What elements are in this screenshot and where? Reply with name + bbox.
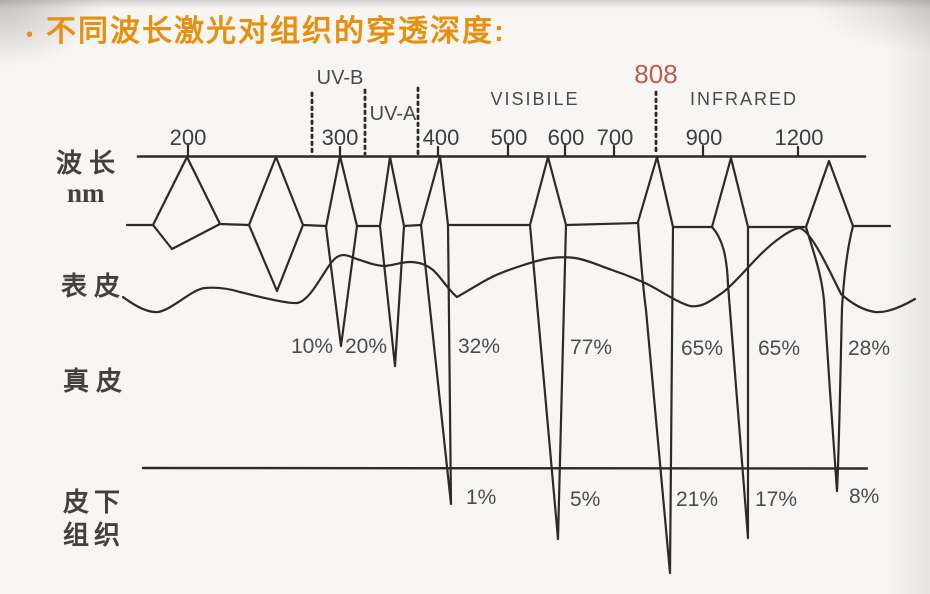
spike-400nm xyxy=(419,154,453,506)
spike-uva xyxy=(378,155,406,368)
title-bullet: • xyxy=(26,24,34,46)
tick-label-500: 500 xyxy=(490,125,528,150)
tick-label-700: 700 xyxy=(596,125,634,150)
subq-pct-900: 17% xyxy=(755,488,798,511)
tick-label-400: 400 xyxy=(422,125,460,150)
subq-pct-400: 1% xyxy=(466,486,497,509)
spike-200nm xyxy=(151,155,222,251)
band-label-uvb: UV-B xyxy=(316,67,364,89)
tick-label-600: 600 xyxy=(547,125,585,150)
dermis-pct-uva: 20% xyxy=(345,335,388,358)
penetration-spikes xyxy=(151,154,855,575)
label-808nm: 808 xyxy=(634,59,678,89)
tick-label-200: 200 xyxy=(169,125,207,150)
dermis-pct-600: 77% xyxy=(570,336,613,359)
band-label-infrared: INFRARED xyxy=(689,89,799,109)
tick-label-300: 300 xyxy=(321,125,359,150)
tick-label-1200: 1200 xyxy=(774,125,824,150)
spike-808nm xyxy=(636,155,675,575)
tick-label-900: 900 xyxy=(685,125,723,150)
dermis-pct-900: 65% xyxy=(758,337,801,360)
layer-label-subcutaneous-1: 皮下 xyxy=(63,488,126,517)
axis-ticks xyxy=(186,142,800,158)
subcutaneous-boundary-line xyxy=(141,466,869,470)
axis-label-wavelength: 波长 xyxy=(56,149,123,178)
spike-250nm xyxy=(247,155,305,293)
band-label-uva: UV-A xyxy=(369,103,417,125)
skin-surface-line xyxy=(125,221,892,229)
subq-pct-808: 21% xyxy=(676,488,719,511)
dermis-pct-1200: 28% xyxy=(848,337,891,360)
dermis-pct-808: 65% xyxy=(681,337,724,360)
dermis-pct-400: 32% xyxy=(458,335,501,358)
subq-pct-600: 5% xyxy=(570,488,601,511)
layer-label-epidermis: 表皮 xyxy=(61,272,128,301)
axis-label-nm: nm xyxy=(67,178,105,208)
epidermis-boundary-curve xyxy=(121,226,917,314)
page-title: 不同波长激光对组织的穿透深度: xyxy=(46,15,506,48)
band-label-visible: VISIBILE xyxy=(490,89,580,109)
spike-1200nm xyxy=(804,159,855,493)
dermis-pct-300: 10% xyxy=(291,335,334,358)
spike-900nm xyxy=(710,156,750,540)
subq-pct-1200: 8% xyxy=(849,485,880,508)
band-boundary-dotted-lines xyxy=(310,86,658,156)
spike-600nm xyxy=(528,155,568,541)
layer-label-subcutaneous-2: 组织 xyxy=(63,521,126,550)
layer-label-dermis: 真皮 xyxy=(63,367,130,396)
spike-300nm xyxy=(324,154,359,348)
